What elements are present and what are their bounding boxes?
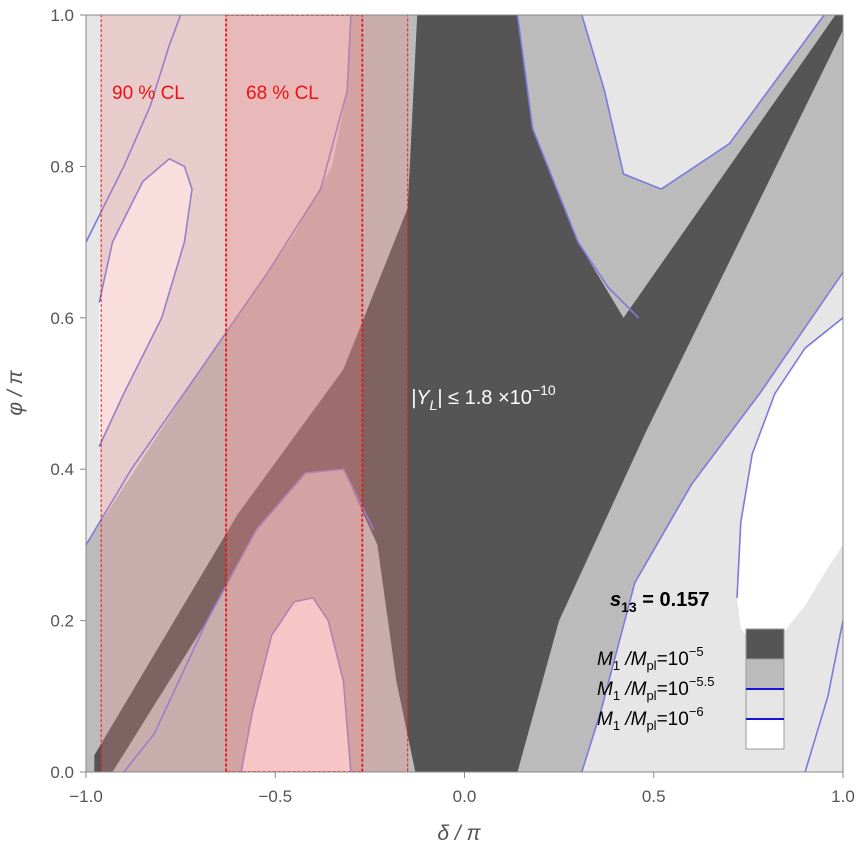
contour-line-6 [516, 15, 640, 319]
y-tick-label: 1.0 [50, 6, 74, 25]
region-dark-band [94, 15, 843, 772]
legend-label-2: M1 /Mpl=10−5.5 [597, 674, 714, 703]
contour-line-7 [581, 15, 825, 190]
legend-swatch-2 [745, 658, 785, 690]
legend-label-3: M1 /Mpl=10−6 [597, 704, 704, 733]
y-tick-label: 0.8 [50, 157, 74, 176]
legend-swatch-1 [745, 628, 785, 660]
y-tick-label: 0.4 [50, 460, 74, 479]
yl-exp: −10 [532, 382, 556, 398]
cl68-label: 68 % CL [246, 83, 319, 104]
x-tick-label: 0.5 [642, 787, 666, 806]
y-tick-label: 0.0 [50, 763, 74, 782]
yl-part-2: | ≤ 1.8 ×10 [437, 387, 532, 409]
yl-bound-annotation: |YL| ≤ 1.8 ×10−10 [411, 382, 556, 413]
region-left-bubble [99, 158, 192, 447]
y-axis-label: φ / π [4, 369, 27, 415]
legend: M1 /Mpl=10−5 M1 /Mpl=10−5.5 M1 /Mpl=10−6 [597, 628, 785, 750]
x-tick-label: 0.0 [453, 787, 477, 806]
contour-regions [86, 15, 843, 772]
cl-region-90 [100, 15, 409, 772]
region-bottom-bubble [241, 597, 351, 772]
legend-swatch-3 [745, 688, 785, 720]
yl-sub: L [430, 397, 438, 413]
contour-line-2 [98, 157, 193, 447]
s13-annotation: s13 = 0.157 [610, 589, 710, 615]
s13-value: = 0.157 [637, 589, 710, 611]
legend-swatch-4 [745, 718, 785, 750]
yl-part-1: |Y [411, 387, 431, 409]
legend-label-1: M1 /Mpl=10−5 [597, 644, 704, 673]
contour-line-10 [804, 620, 843, 772]
y-tick-label: 0.6 [50, 309, 74, 328]
contour-line-4 [123, 468, 375, 772]
contour-line-8 [581, 271, 843, 772]
contour-lines [86, 15, 843, 772]
contour-line-1 [86, 15, 182, 243]
contour-line-5 [240, 597, 352, 772]
x-tick-label: −1.0 [69, 787, 103, 806]
cl-region-68 [225, 15, 364, 772]
region-right-bubble [737, 317, 843, 644]
axis-ticks: −1.0 −0.5 0.0 0.5 1.0 0.0 0.2 0.4 0.6 0.8 1.0 [50, 6, 854, 806]
y-tick-label: 0.2 [50, 612, 74, 631]
contour-line-9 [736, 317, 843, 598]
s13-sub: 13 [621, 599, 637, 615]
x-tick-label: −0.5 [258, 787, 292, 806]
s13-symbol: s [610, 589, 621, 611]
cl90-label: 90 % CL [112, 83, 185, 104]
cl-regions [100, 15, 409, 772]
x-tick-label: 1.0 [831, 787, 855, 806]
x-axis-label: δ / π [437, 822, 481, 845]
contour-line-3 [86, 15, 352, 546]
